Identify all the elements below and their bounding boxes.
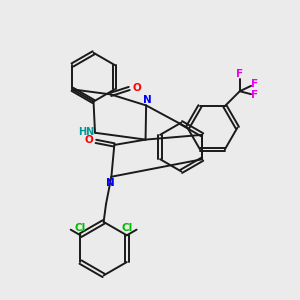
Text: Cl: Cl: [122, 224, 133, 233]
Text: F: F: [251, 90, 259, 100]
Text: N: N: [143, 95, 152, 105]
Text: F: F: [251, 79, 259, 89]
Text: O: O: [84, 135, 93, 145]
Text: N: N: [106, 178, 115, 188]
Text: O: O: [132, 83, 141, 93]
Text: F: F: [236, 69, 243, 80]
Text: HN: HN: [78, 127, 94, 137]
Text: Cl: Cl: [74, 224, 86, 233]
